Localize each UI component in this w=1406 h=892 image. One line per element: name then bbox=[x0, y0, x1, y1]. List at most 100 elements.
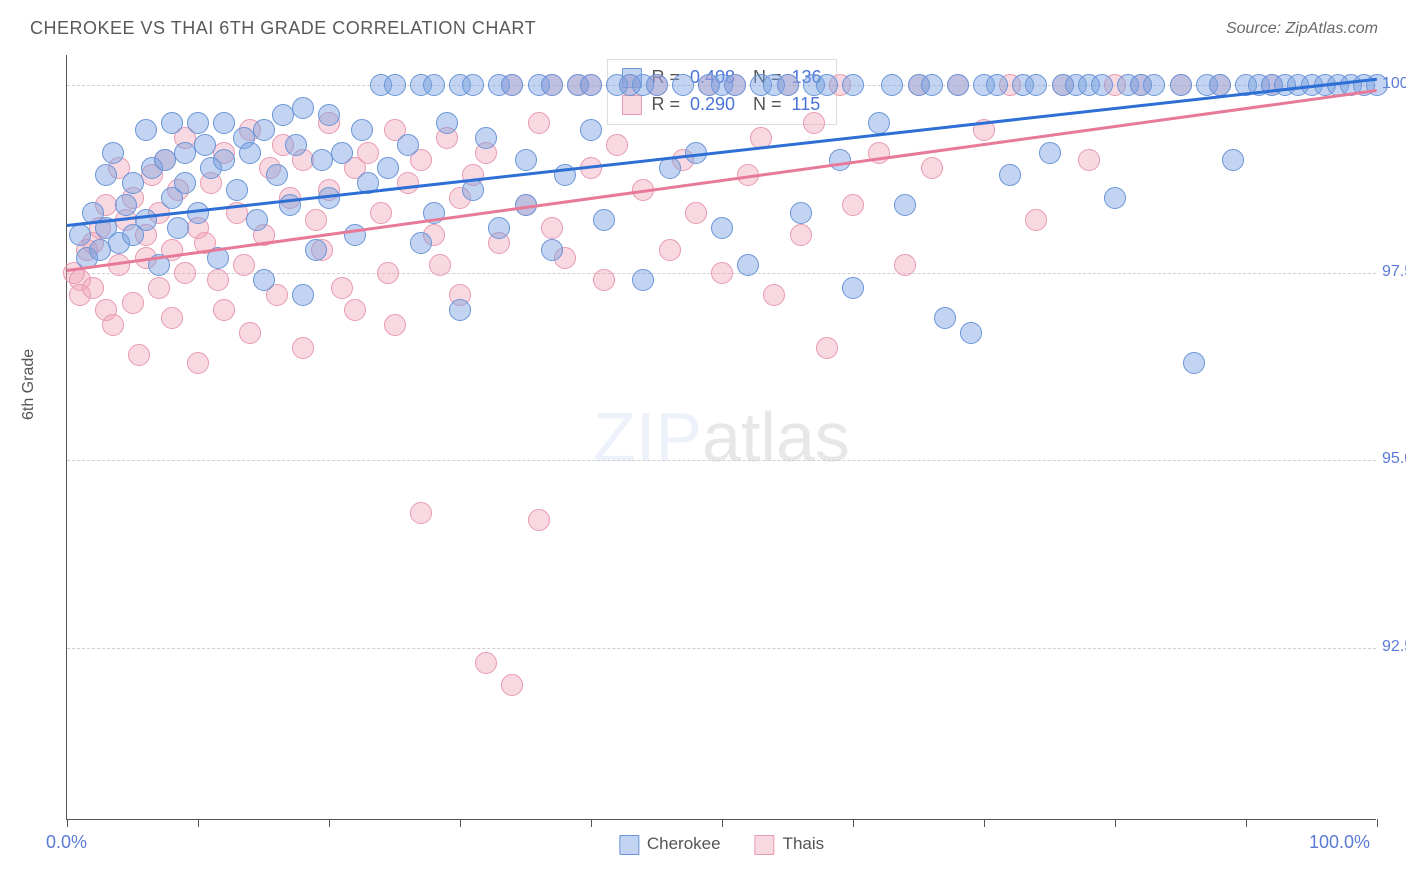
y-tick-label: 95.0% bbox=[1382, 450, 1406, 468]
plot-area: ZIPatlas R = 0.408 N = 136 R = 0.290 N =… bbox=[66, 55, 1376, 820]
point-thai bbox=[384, 314, 406, 336]
point-cherokee bbox=[1143, 74, 1165, 96]
point-thai bbox=[357, 142, 379, 164]
chart-source: Source: ZipAtlas.com bbox=[1226, 20, 1378, 38]
point-cherokee bbox=[449, 299, 471, 321]
point-cherokee bbox=[397, 134, 419, 156]
point-cherokee bbox=[305, 239, 327, 261]
legend-label-b: Thais bbox=[783, 834, 825, 853]
point-thai bbox=[233, 254, 255, 276]
point-cherokee bbox=[580, 119, 602, 141]
point-thai bbox=[528, 112, 550, 134]
point-thai bbox=[541, 217, 563, 239]
point-cherokee bbox=[1366, 74, 1388, 96]
point-cherokee bbox=[777, 74, 799, 96]
x-axis-min-label: 0.0% bbox=[46, 832, 87, 853]
x-tick-mark bbox=[722, 819, 723, 827]
point-cherokee bbox=[135, 209, 157, 231]
point-cherokee bbox=[122, 172, 144, 194]
gridline bbox=[67, 648, 1376, 649]
point-cherokee bbox=[541, 239, 563, 261]
point-cherokee bbox=[174, 172, 196, 194]
point-cherokee bbox=[593, 209, 615, 231]
point-thai bbox=[397, 172, 419, 194]
point-thai bbox=[128, 344, 150, 366]
point-cherokee bbox=[194, 134, 216, 156]
point-cherokee bbox=[842, 277, 864, 299]
point-cherokee bbox=[187, 112, 209, 134]
point-cherokee bbox=[960, 322, 982, 344]
point-thai bbox=[161, 307, 183, 329]
point-thai bbox=[501, 674, 523, 696]
point-thai bbox=[207, 269, 229, 291]
legend: Cherokee Thais bbox=[619, 834, 824, 855]
point-cherokee bbox=[213, 112, 235, 134]
point-cherokee bbox=[724, 74, 746, 96]
point-thai bbox=[763, 284, 785, 306]
point-cherokee bbox=[266, 164, 288, 186]
point-thai bbox=[122, 292, 144, 314]
point-cherokee bbox=[790, 202, 812, 224]
point-thai bbox=[803, 112, 825, 134]
chart-source-value: ZipAtlas.com bbox=[1286, 20, 1378, 37]
point-cherokee bbox=[1209, 74, 1231, 96]
point-thai bbox=[685, 202, 707, 224]
point-thai bbox=[528, 509, 550, 531]
point-thai bbox=[102, 314, 124, 336]
legend-item-a: Cherokee bbox=[619, 834, 721, 855]
legend-label-a: Cherokee bbox=[647, 834, 721, 853]
point-thai bbox=[82, 277, 104, 299]
point-thai bbox=[475, 652, 497, 674]
point-cherokee bbox=[921, 74, 943, 96]
point-cherokee bbox=[632, 269, 654, 291]
point-cherokee bbox=[246, 209, 268, 231]
point-cherokee bbox=[816, 74, 838, 96]
point-cherokee bbox=[1170, 74, 1192, 96]
watermark: ZIPatlas bbox=[593, 397, 850, 477]
point-cherokee bbox=[285, 134, 307, 156]
point-thai bbox=[213, 299, 235, 321]
point-cherokee bbox=[881, 74, 903, 96]
x-tick-mark bbox=[329, 819, 330, 827]
point-cherokee bbox=[423, 74, 445, 96]
point-cherokee bbox=[1183, 352, 1205, 374]
point-cherokee bbox=[292, 97, 314, 119]
point-cherokee bbox=[213, 149, 235, 171]
x-tick-mark bbox=[853, 819, 854, 827]
point-cherokee bbox=[410, 232, 432, 254]
point-cherokee bbox=[384, 74, 406, 96]
x-tick-mark bbox=[1115, 819, 1116, 827]
x-tick-mark bbox=[198, 819, 199, 827]
chart-title: CHEROKEE VS THAI 6TH GRADE CORRELATION C… bbox=[30, 18, 536, 39]
point-cherokee bbox=[1091, 74, 1113, 96]
point-thai bbox=[429, 254, 451, 276]
point-cherokee bbox=[829, 149, 851, 171]
point-thai bbox=[711, 262, 733, 284]
point-thai bbox=[921, 157, 943, 179]
point-cherokee bbox=[842, 74, 864, 96]
point-cherokee bbox=[488, 217, 510, 239]
point-thai bbox=[842, 194, 864, 216]
point-cherokee bbox=[292, 284, 314, 306]
y-tick-label: 92.5% bbox=[1382, 638, 1406, 656]
point-thai bbox=[410, 502, 432, 524]
point-thai bbox=[292, 337, 314, 359]
point-thai bbox=[1078, 149, 1100, 171]
point-thai bbox=[239, 322, 261, 344]
point-cherokee bbox=[1104, 187, 1126, 209]
point-thai bbox=[174, 262, 196, 284]
point-cherokee bbox=[115, 194, 137, 216]
point-cherokee bbox=[501, 74, 523, 96]
point-thai bbox=[377, 262, 399, 284]
point-cherokee bbox=[1222, 149, 1244, 171]
x-tick-mark bbox=[591, 819, 592, 827]
point-cherokee bbox=[226, 179, 248, 201]
y-tick-label: 97.5% bbox=[1382, 263, 1406, 281]
point-cherokee bbox=[167, 217, 189, 239]
legend-swatch-a bbox=[619, 835, 639, 855]
point-thai bbox=[1025, 209, 1047, 231]
point-thai bbox=[659, 239, 681, 261]
point-cherokee bbox=[351, 119, 373, 141]
point-thai bbox=[370, 202, 392, 224]
point-cherokee bbox=[999, 164, 1021, 186]
